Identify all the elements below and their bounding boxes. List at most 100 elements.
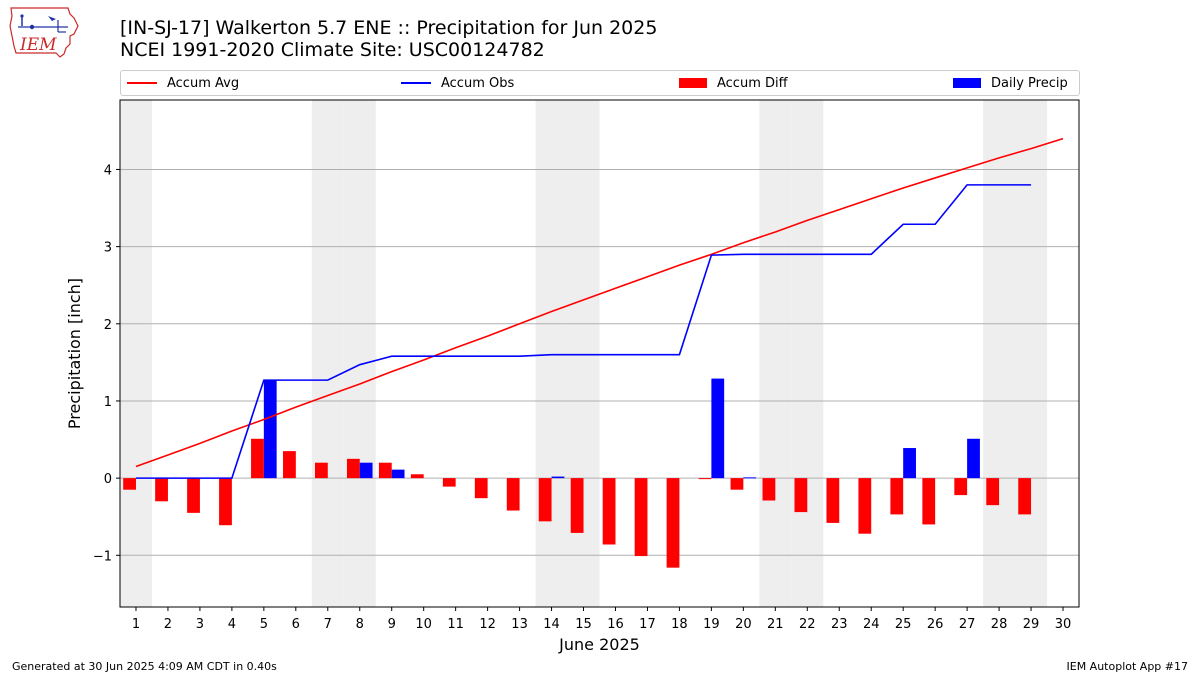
accum-diff-bar: [986, 478, 1000, 506]
accum-diff-bar: [155, 478, 168, 502]
weekend-band: [311, 100, 344, 607]
accum-diff-bar: [922, 478, 936, 525]
x-tick-label: 29: [1023, 617, 1040, 632]
chart-subtitle: NCEI 1991-2020 Climate Site: USC00124782: [120, 39, 545, 61]
accum-diff-bar: [187, 478, 200, 513]
iem-logo: IEM: [9, 7, 79, 58]
x-tick-label: 4: [228, 617, 236, 632]
y-tick-label: 1: [104, 395, 112, 410]
legend-swatch: [127, 82, 157, 84]
x-tick-label: 27: [959, 617, 976, 632]
x-tick-label: 20: [735, 617, 752, 632]
accum-diff-bar: [442, 478, 456, 487]
accum-diff-bar: [251, 438, 264, 479]
daily-precip-bar: [263, 380, 277, 479]
x-tick-label: 11: [447, 617, 464, 632]
x-tick-label: 16: [607, 617, 624, 632]
footer-generated: Generated at 30 Jun 2025 4:09 AM CDT in …: [12, 660, 277, 673]
legend-label: Accum Avg: [167, 75, 240, 91]
chart-title: [IN-SJ-17] Walkerton 5.7 ENE :: Precipit…: [120, 17, 658, 39]
accum-diff-bar: [410, 474, 424, 479]
x-tick-label: 7: [324, 617, 332, 632]
x-tick-label: 22: [799, 617, 816, 632]
accum-diff-bar: [346, 458, 360, 479]
weekend-band: [120, 100, 152, 607]
accum-diff-bar: [858, 478, 872, 534]
legend-swatch: [679, 78, 707, 88]
weekend-band: [983, 100, 1016, 607]
accum-diff-bar: [219, 478, 232, 526]
logo-text: IEM: [19, 35, 57, 55]
daily-precip-bar: [551, 476, 565, 479]
x-tick-label: 1: [132, 617, 140, 632]
x-tick-label: 2: [164, 617, 172, 632]
accum-diff-bar: [698, 478, 712, 480]
legend-label: Daily Precip: [991, 75, 1068, 91]
accum-diff-bar: [794, 478, 808, 513]
daily-precip-bar: [743, 477, 757, 479]
accum-obs-line: [135, 184, 1032, 479]
legend-label: Accum Diff: [717, 75, 788, 91]
legend-swatch: [953, 78, 981, 88]
legend-item-accum-diff: Accum Diff: [679, 71, 788, 95]
x-tick-label: 17: [639, 617, 656, 632]
x-tick-label: 26: [927, 617, 944, 632]
daily-precip-bar: [359, 462, 373, 479]
x-tick-label: 24: [863, 617, 880, 632]
accum-diff-bar: [506, 478, 520, 511]
x-tick-label: 23: [831, 617, 848, 632]
chart-legend: Accum Avg Accum Obs Accum Diff Daily Precip: [120, 70, 1080, 96]
accum-avg-line: [135, 137, 1064, 468]
daily-precip-bar: [903, 448, 916, 479]
accum-diff-bar: [890, 478, 904, 515]
x-tick-label: 3: [196, 617, 204, 632]
accum-diff-bar: [123, 478, 136, 490]
accum-diff-bar: [666, 478, 680, 568]
accum-diff-bar: [474, 478, 488, 499]
accum-diff-bar: [570, 478, 584, 533]
x-tick-label: 14: [543, 617, 560, 632]
x-tick-label: 30: [1055, 617, 1072, 632]
footer-app: IEM Autoplot App #17: [1066, 660, 1189, 673]
y-axis-label: Precipitation [inch]: [65, 278, 84, 429]
weekend-band: [1015, 100, 1048, 607]
legend-item-accum-avg: Accum Avg: [127, 71, 239, 95]
accum-diff-bar: [538, 478, 552, 522]
x-axis-label: June 2025: [558, 635, 640, 654]
accum-diff-bar: [378, 462, 392, 479]
daily-precip-bar: [391, 469, 405, 479]
legend-label: Accum Obs: [441, 75, 515, 91]
x-tick-label: 10: [415, 617, 432, 632]
daily-precip-bar: [711, 378, 725, 479]
weekend-band: [535, 100, 568, 607]
x-tick-label: 28: [991, 617, 1008, 632]
legend-item-daily-precip: Daily Precip: [953, 71, 1068, 95]
x-tick-label: 18: [671, 617, 688, 632]
accum-diff-bar: [826, 478, 840, 523]
accum-diff-bar: [314, 462, 328, 479]
y-tick-label: 4: [104, 163, 112, 178]
x-tick-label: 13: [511, 617, 528, 632]
y-tick-label: 2: [104, 318, 112, 333]
x-tick-label: 15: [575, 617, 592, 632]
legend-item-accum-obs: Accum Obs: [401, 71, 514, 95]
x-tick-label: 21: [767, 617, 784, 632]
y-tick-label: 0: [104, 472, 112, 487]
x-tick-label: 5: [260, 617, 268, 632]
daily-precip-bar: [967, 438, 980, 479]
weekend-band: [567, 100, 600, 607]
accum-diff-bar: [634, 478, 648, 557]
accum-diff-bar: [762, 478, 776, 501]
accum-diff-bar: [730, 478, 744, 490]
y-tick-label: 3: [104, 241, 112, 256]
y-tick-label: −1: [93, 549, 112, 564]
weekend-band: [791, 100, 824, 607]
x-tick-label: 6: [292, 617, 300, 632]
weekend-band: [759, 100, 792, 607]
x-tick-label: 12: [479, 617, 496, 632]
legend-swatch: [401, 82, 431, 84]
accum-diff-bar: [283, 451, 296, 479]
accum-diff-bar: [954, 478, 968, 496]
x-tick-label: 8: [356, 617, 364, 632]
